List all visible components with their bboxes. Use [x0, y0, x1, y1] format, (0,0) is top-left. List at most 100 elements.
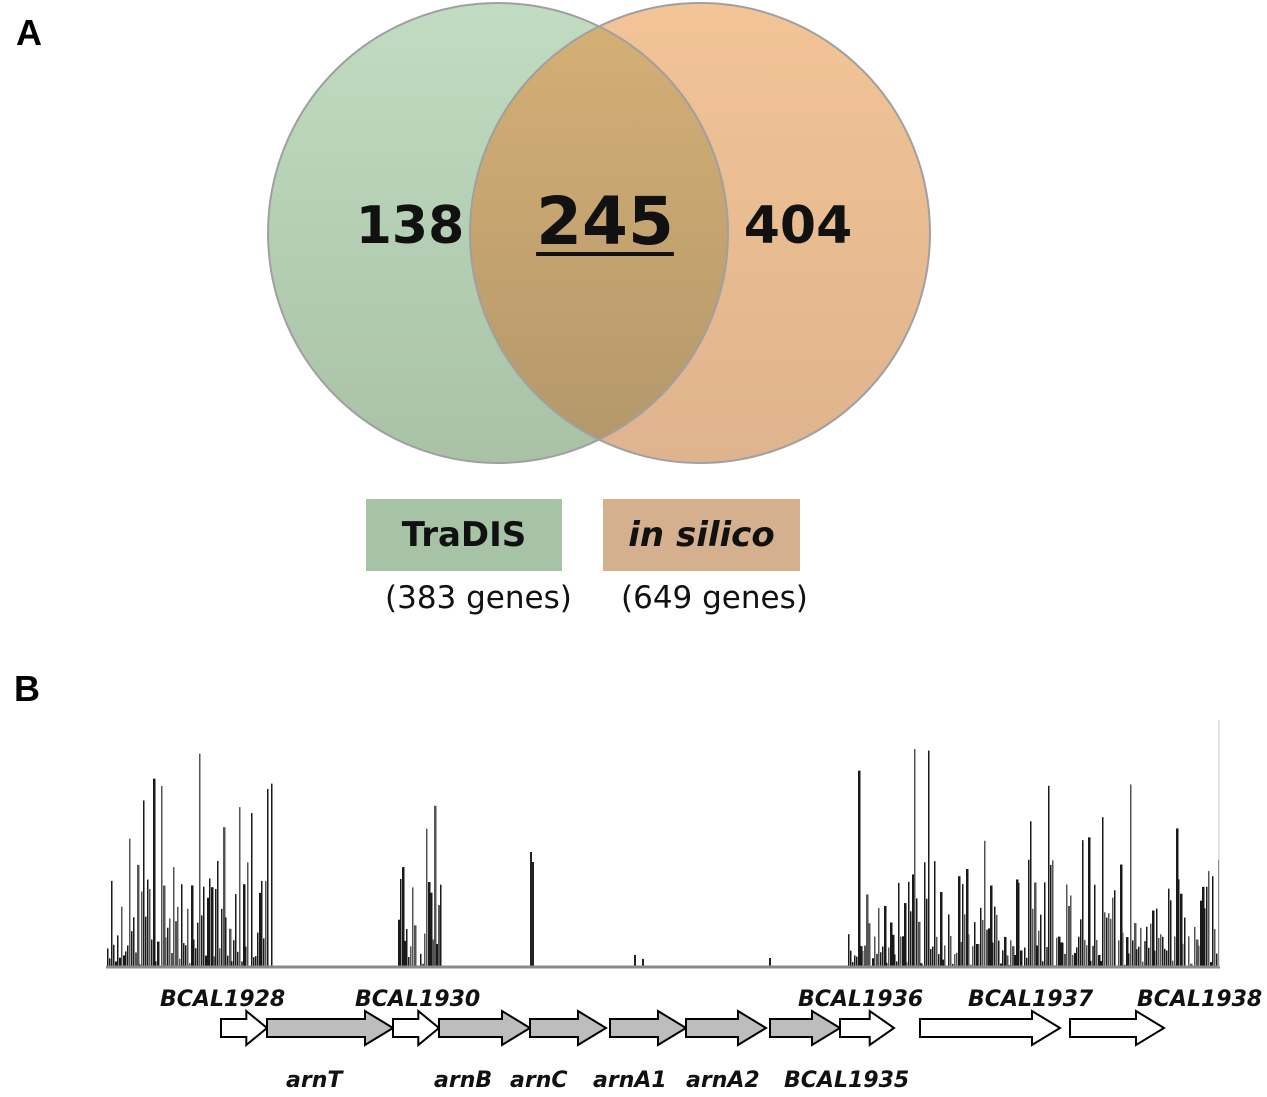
insertion-bar — [1086, 945, 1088, 967]
insertion-bar — [896, 961, 898, 967]
insertion-bar — [247, 862, 249, 967]
insertion-bar — [113, 944, 115, 967]
insertion-bar — [1102, 817, 1104, 967]
insertion-bar — [235, 894, 237, 967]
insertion-bar — [1130, 784, 1132, 967]
gene-label-arna2: arnA2 — [686, 1068, 760, 1093]
insertion-bar — [177, 906, 179, 967]
insertion-bar — [980, 907, 982, 967]
insertion-bar — [1084, 939, 1086, 967]
gene-arrow-bcal1936 — [839, 1009, 896, 1047]
insertion-bar — [107, 948, 109, 967]
insertion-bar — [1016, 879, 1019, 967]
insertion-bar — [876, 953, 879, 967]
insertion-bar — [1134, 923, 1137, 967]
insertion-bar — [181, 884, 183, 967]
insertion-bar — [1082, 840, 1084, 967]
insertion-bar — [420, 953, 422, 967]
insertion-bar — [410, 946, 412, 967]
insertion-bar — [271, 783, 273, 967]
insertion-bar — [930, 949, 932, 967]
insertion-bar — [1070, 895, 1072, 967]
insertion-bar — [209, 878, 211, 967]
insertion-bar — [1066, 884, 1068, 967]
insertion-bar — [1092, 945, 1095, 967]
insertion-bar — [1056, 937, 1058, 967]
insertion-bars — [107, 749, 1220, 967]
gene-label-arna1: arnA1 — [593, 1068, 667, 1093]
insertion-bar — [858, 770, 861, 967]
insertion-bar — [187, 908, 189, 967]
insertion-bar — [530, 852, 532, 967]
insertion-bar — [928, 750, 930, 967]
insertion-bar — [221, 908, 223, 967]
insertion-bar — [874, 936, 876, 967]
gene-arrow-arnc — [529, 1009, 608, 1047]
gene-label-arnc: arnC — [510, 1068, 568, 1093]
insertion-bar — [1202, 886, 1205, 967]
insertion-bar — [1028, 859, 1030, 967]
insertion-bar — [207, 897, 210, 967]
insertion-bar — [864, 945, 867, 967]
insertion-bar — [994, 906, 996, 967]
insertion-bar — [866, 894, 869, 967]
insertion-bar — [856, 956, 858, 967]
insertion-bar — [167, 927, 169, 967]
insertion-bar — [1062, 942, 1064, 967]
insertion-bar — [1210, 962, 1213, 967]
insertion-bar — [1044, 882, 1046, 967]
gene-label-bcal1928: BCAL1928 — [160, 987, 286, 1012]
insertion-bar — [882, 946, 884, 967]
insertion-bar — [117, 935, 119, 967]
insertion-bar — [165, 937, 167, 967]
insertion-bar — [223, 827, 226, 967]
insertion-bar — [886, 962, 888, 967]
insertion-bar — [1212, 876, 1214, 967]
insertion-bar — [848, 934, 850, 967]
insertion-bar — [231, 961, 233, 967]
insertion-bar — [143, 800, 145, 967]
insertion-bar — [215, 888, 217, 967]
gene-arrow-bcal1935 — [769, 1009, 842, 1047]
insertion-bar — [185, 945, 187, 967]
insertion-bar — [233, 940, 235, 967]
insertion-bar — [153, 778, 156, 967]
insertion-bar — [398, 919, 401, 967]
insertion-bar — [1144, 941, 1147, 967]
insertion-bar — [412, 887, 414, 967]
insertion-bar — [924, 862, 926, 967]
insertion-bar — [918, 921, 921, 967]
insertion-bar — [1058, 936, 1061, 967]
insertion-bar — [1180, 893, 1183, 967]
insertion-bar — [890, 922, 893, 967]
insertion-bar — [133, 917, 135, 967]
insertion-bar — [201, 915, 203, 967]
insertion-bar — [1140, 927, 1142, 967]
insertion-bar — [213, 956, 216, 967]
insertion-bar — [127, 945, 129, 967]
insertion-bar — [229, 928, 232, 967]
insertion-bar — [888, 947, 890, 967]
insertion-bar — [1136, 949, 1138, 967]
insertion-bar — [1200, 900, 1203, 967]
insertion-bar — [962, 884, 964, 967]
insertion-bar — [225, 917, 227, 967]
insertion-bar — [1048, 785, 1050, 967]
insertion-bar — [115, 961, 118, 967]
insertion-bar — [119, 957, 122, 967]
insertion-bar — [1026, 957, 1028, 967]
insertion-bar — [199, 753, 201, 967]
insertion-bar — [1196, 939, 1199, 967]
insertion-bar — [1024, 947, 1026, 967]
gene-arrow-arna2 — [685, 1009, 768, 1047]
insertion-bar — [123, 955, 126, 967]
insertion-bar — [1098, 955, 1101, 967]
insertion-bar — [145, 916, 147, 967]
gene-arrow-arnb — [438, 1009, 532, 1047]
insertion-bar — [954, 954, 956, 967]
insertion-bar — [916, 898, 918, 967]
insertion-bar — [892, 934, 895, 967]
legend-tradis-count: (383 genes) — [385, 580, 572, 616]
insertion-bar — [634, 955, 636, 967]
insertion-bar — [161, 785, 163, 967]
